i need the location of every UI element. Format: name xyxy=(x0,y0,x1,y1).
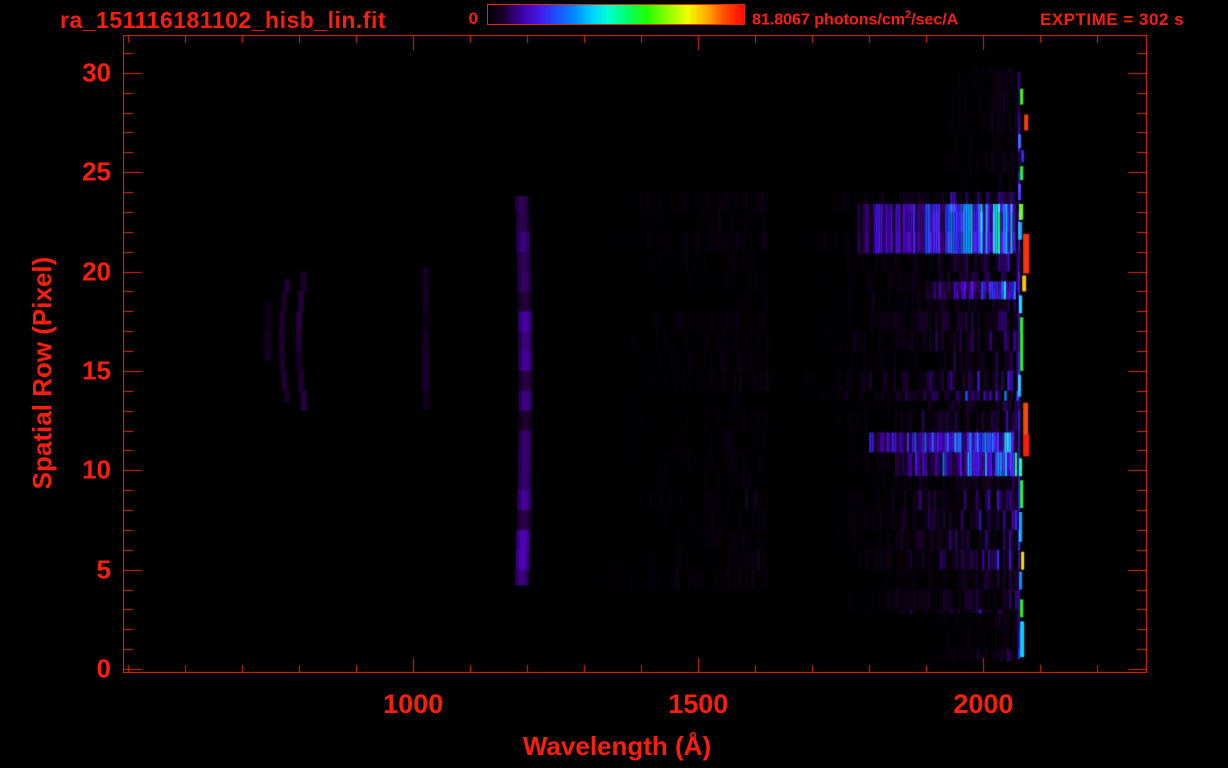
x-tick-label-1500: 1500 xyxy=(668,689,729,719)
x-tick-label-2000: 2000 xyxy=(953,689,1014,719)
exposure-time-label: EXPTIME = 302 s xyxy=(1040,10,1185,29)
spectrogram-plot-canvas xyxy=(123,35,1147,673)
x-axis-title: Wavelength (Å) xyxy=(522,731,712,761)
colorbar-max-label-units: /sec/A xyxy=(911,11,959,29)
y-axis-title: Spatial Row (Pixel) xyxy=(27,256,57,490)
y-tick-label-25: 25 xyxy=(82,156,111,187)
y-tick-label-30: 30 xyxy=(82,57,111,88)
colorbar-gradient xyxy=(488,5,744,24)
y-tick-label-20: 20 xyxy=(82,256,111,287)
y-tick-label-15: 15 xyxy=(82,355,111,386)
file-title: ra_151116181102_hisb_lin.fit xyxy=(60,7,387,33)
colorbar xyxy=(487,4,745,25)
y-tick-label-5: 5 xyxy=(96,554,111,585)
y-tick-label-10: 10 xyxy=(82,454,111,485)
colorbar-max-label-text: 81.8067 photons/cm xyxy=(752,11,905,29)
colorbar-min-label: 0 xyxy=(468,9,478,28)
colorbar-max-label: 81.8067 photons/cm2/sec/A xyxy=(752,9,958,29)
colorbar-max-label-exponent: 2 xyxy=(904,9,912,21)
x-tick-label-1000: 1000 xyxy=(383,689,444,719)
y-tick-label-0: 0 xyxy=(96,653,111,684)
